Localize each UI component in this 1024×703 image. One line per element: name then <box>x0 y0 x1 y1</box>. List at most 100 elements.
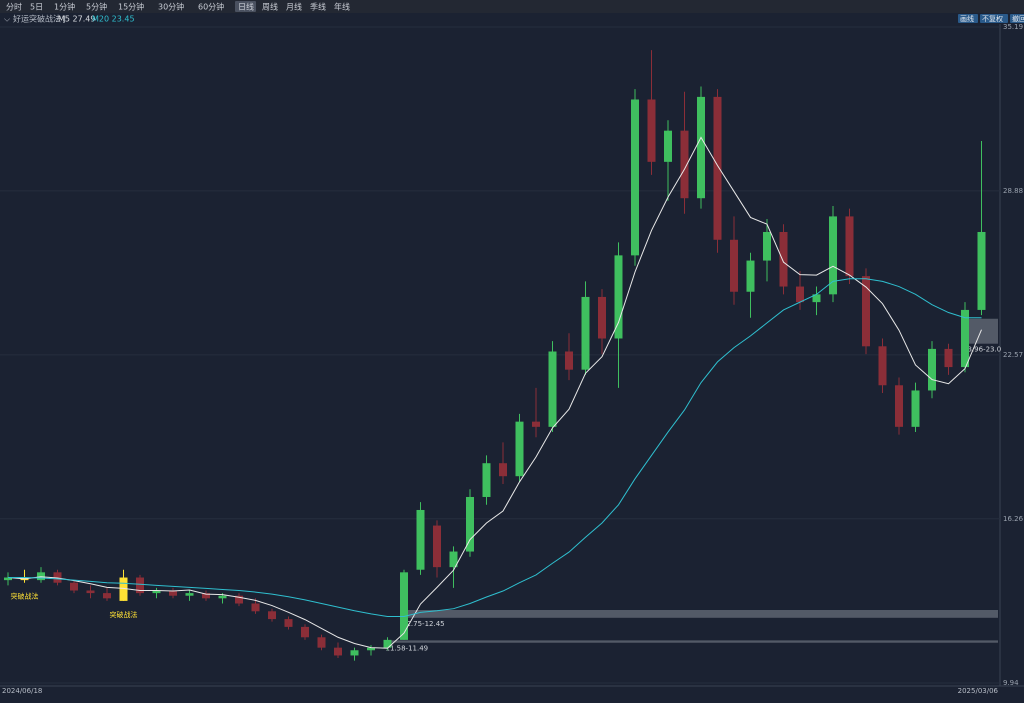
candle-body <box>697 96 705 199</box>
candle-body <box>218 595 227 599</box>
candle-body <box>251 603 260 612</box>
candle-body <box>301 626 309 638</box>
candle-body <box>53 572 62 583</box>
tab[interactable]: 1分钟 <box>54 2 75 12</box>
candle-body <box>433 525 441 568</box>
candle-body <box>317 637 326 648</box>
candle-body <box>581 296 590 370</box>
toolbar-button[interactable] <box>958 14 978 23</box>
candle-body <box>136 577 144 594</box>
candle-body <box>746 260 755 292</box>
candle-body <box>416 509 425 570</box>
candle-body <box>598 296 606 339</box>
candle-body <box>763 231 771 261</box>
candle-body <box>103 593 111 599</box>
indicator-caret: ⌵ <box>4 15 10 24</box>
indicator-name[interactable]: 好运突破战法 J <box>13 14 66 24</box>
toolbar <box>0 0 1024 13</box>
candle-body <box>928 348 936 391</box>
candle-body <box>515 421 524 477</box>
candle-body <box>664 130 672 162</box>
candle-body <box>532 421 540 427</box>
candle-body <box>334 647 342 656</box>
y-tick-label: 16.26 <box>1003 515 1024 523</box>
tab[interactable]: 30分钟 <box>158 2 184 12</box>
ma-line <box>8 278 982 617</box>
candle-body <box>169 590 177 596</box>
candle-body <box>812 294 821 303</box>
x-label: 2024/06/18 <box>2 687 42 695</box>
candle-body <box>730 239 738 292</box>
tab[interactable]: 5日 <box>30 3 43 12</box>
candle-body <box>713 96 722 240</box>
candle-body <box>37 572 45 581</box>
candle-body <box>367 647 375 651</box>
candle-body <box>680 130 689 199</box>
candle-body <box>548 351 557 427</box>
candle-body <box>268 611 276 620</box>
ma-line <box>7 136 982 649</box>
candle-body <box>895 385 903 427</box>
tab[interactable]: 日线 <box>238 2 254 12</box>
candle-body <box>152 590 161 594</box>
toolbar-button-label[interactable]: 撤回 <box>1012 14 1024 23</box>
candle-body <box>944 348 953 368</box>
zone-label: 23.96-23.0 <box>963 346 1001 354</box>
signal-label: 突破战法 <box>11 592 39 601</box>
y-tick-label: 9.94 <box>1003 679 1019 687</box>
toolbar-button[interactable] <box>980 14 1008 23</box>
zone-label: 11.58-11.49 <box>386 645 429 653</box>
price-zone <box>383 640 998 643</box>
candle-body <box>70 582 78 591</box>
candle-body <box>614 255 623 339</box>
candle-body <box>845 216 854 277</box>
price-zone <box>400 609 998 618</box>
candle-body <box>862 276 870 347</box>
candle-body <box>647 99 656 162</box>
ma20-label: M20 23.45 <box>92 15 135 24</box>
candle-body <box>119 577 128 601</box>
tab[interactable]: 年线 <box>334 2 350 12</box>
tab[interactable]: 分时 <box>6 2 22 12</box>
candle-body <box>202 593 210 599</box>
candle-body <box>185 593 194 596</box>
candle-body <box>829 216 837 295</box>
candle-body <box>977 231 986 310</box>
candle-body <box>565 351 573 370</box>
candle-body <box>284 619 293 627</box>
candle-body <box>449 551 458 568</box>
y-tick-label: 22.57 <box>1003 351 1023 359</box>
signal-label: 突破战法 <box>110 610 138 619</box>
toolbar-button-label[interactable]: 不复权 <box>982 14 1003 23</box>
ma5-label: M5 27.49 <box>58 15 95 24</box>
candle-body <box>779 231 788 287</box>
tab[interactable]: 60分钟 <box>198 2 224 12</box>
tab[interactable]: 15分钟 <box>118 2 144 12</box>
candle-body <box>796 286 804 303</box>
candle-body <box>235 595 243 604</box>
toolbar-button[interactable] <box>1010 14 1024 23</box>
candle-body <box>4 577 12 581</box>
x-label: 2025/03/06 <box>958 687 999 695</box>
candle-body <box>383 639 392 648</box>
candle-body <box>482 463 491 497</box>
toolbar-button-label[interactable]: 画线 <box>960 14 974 23</box>
tab-active-bg <box>235 1 256 12</box>
zone-label: 12.75-12.45 <box>402 620 445 628</box>
candle-body <box>961 309 969 368</box>
candle-body <box>911 390 920 427</box>
tab[interactable]: 周线 <box>262 2 278 12</box>
tab[interactable]: 5分钟 <box>86 2 107 12</box>
y-tick-label: 28.88 <box>1003 187 1023 195</box>
candle-body <box>631 99 639 256</box>
candle-body <box>499 463 507 477</box>
candle-body <box>878 346 887 386</box>
candle-body <box>400 572 408 640</box>
tab[interactable]: 季线 <box>310 2 326 12</box>
candle-body <box>350 650 359 656</box>
y-tick-label: 35.19 <box>1003 23 1023 31</box>
candle-body <box>466 496 474 552</box>
tab[interactable]: 月线 <box>286 2 302 12</box>
